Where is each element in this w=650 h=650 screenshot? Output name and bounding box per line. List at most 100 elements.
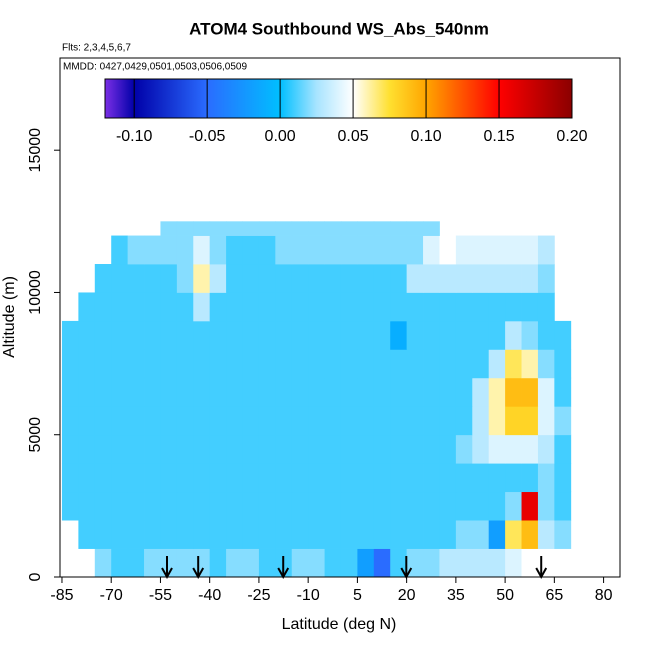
heat-cell — [439, 491, 457, 521]
heat-cell — [488, 264, 506, 293]
heat-cell — [373, 235, 391, 265]
heat-cell — [340, 235, 358, 265]
heat-cell — [127, 320, 145, 350]
heat-cell — [505, 548, 522, 578]
heat-cell — [176, 221, 194, 236]
heat-cell — [554, 520, 572, 549]
heat-cell — [554, 491, 572, 521]
heat-cell — [258, 434, 276, 464]
heat-cell — [193, 406, 211, 436]
heat-cell — [291, 463, 309, 493]
heat-cell — [258, 349, 276, 379]
heat-cell — [357, 349, 375, 379]
heat-cell — [78, 491, 96, 521]
heat-cell — [291, 221, 309, 236]
heat-cell — [193, 221, 211, 236]
heat-cell — [78, 434, 96, 464]
x-tick-label: 50 — [496, 587, 514, 604]
heat-cell — [160, 548, 178, 578]
heat-cell — [505, 235, 522, 265]
colorbar-tick-label: 0.00 — [265, 128, 296, 145]
heat-cell — [373, 434, 391, 464]
heat-cell — [275, 434, 293, 464]
heat-cell — [209, 548, 227, 578]
heat-cell — [455, 548, 473, 578]
heat-cell — [111, 434, 129, 464]
heat-cell — [209, 377, 227, 407]
heat-cell — [258, 520, 276, 549]
heat-cell — [242, 320, 260, 350]
heat-cell — [406, 349, 424, 379]
heat-cell — [226, 292, 243, 322]
heat-cell — [127, 463, 145, 493]
x-tick-label: 20 — [398, 587, 416, 604]
heat-cell — [324, 491, 342, 521]
heat-cell — [308, 434, 325, 464]
heat-cell — [439, 548, 457, 578]
heat-cell — [488, 434, 506, 464]
heat-cell — [160, 221, 178, 236]
heat-cell — [111, 377, 129, 407]
heat-cell — [111, 406, 129, 436]
heat-cell — [144, 292, 161, 322]
heat-cell — [340, 377, 358, 407]
heat-cell — [357, 377, 375, 407]
heat-cell — [111, 520, 129, 549]
heat-cell — [390, 264, 408, 293]
heat-cell — [193, 235, 211, 265]
heat-cell — [242, 406, 260, 436]
heat-cell — [423, 406, 440, 436]
heat-cell — [193, 264, 211, 293]
heat-cell — [242, 491, 260, 521]
heat-cell — [291, 264, 309, 293]
heat-cell — [111, 349, 129, 379]
heat-cell — [340, 264, 358, 293]
heat-cell — [209, 491, 227, 521]
colorbar-tick-label: 0.05 — [338, 128, 369, 145]
heat-cell — [291, 406, 309, 436]
heat-cell — [127, 349, 145, 379]
heat-cell — [209, 463, 227, 493]
colorbar — [104, 78, 573, 119]
heat-cell — [144, 463, 161, 493]
heat-cell — [554, 320, 572, 350]
heat-cell — [406, 221, 424, 236]
heat-cell — [61, 406, 79, 436]
heat-cell — [455, 434, 473, 464]
heat-cell — [258, 406, 276, 436]
heat-cell — [176, 320, 194, 350]
heat-cell — [439, 320, 457, 350]
heat-cell — [472, 349, 490, 379]
heat-cell — [423, 434, 440, 464]
heat-cell — [521, 235, 539, 265]
heat-cell — [78, 349, 96, 379]
heat-cell — [275, 235, 293, 265]
heat-cell — [160, 491, 178, 521]
x-tick-label: 80 — [595, 587, 613, 604]
heat-cell — [505, 292, 522, 322]
heat-cell — [537, 520, 555, 549]
heat-cell — [406, 264, 424, 293]
heat-cell — [423, 292, 440, 322]
heat-cell — [275, 349, 293, 379]
heat-cell — [554, 434, 572, 464]
heat-cell — [390, 320, 408, 350]
heat-cell — [94, 491, 112, 521]
heat-cell — [94, 349, 112, 379]
heat-cell — [127, 548, 145, 578]
heat-cell — [209, 520, 227, 549]
heat-cell — [94, 264, 112, 293]
heat-cell — [340, 320, 358, 350]
heat-cell — [488, 406, 506, 436]
heat-cell — [94, 320, 112, 350]
heat-cell — [423, 264, 440, 293]
heat-cell — [308, 320, 325, 350]
heat-cell — [226, 377, 243, 407]
heat-cell — [373, 548, 391, 578]
heat-cell — [324, 548, 342, 578]
heat-cell — [324, 264, 342, 293]
heat-cell — [373, 463, 391, 493]
heat-cell — [439, 292, 457, 322]
heat-cell — [537, 264, 555, 293]
heat-cell — [94, 548, 112, 578]
